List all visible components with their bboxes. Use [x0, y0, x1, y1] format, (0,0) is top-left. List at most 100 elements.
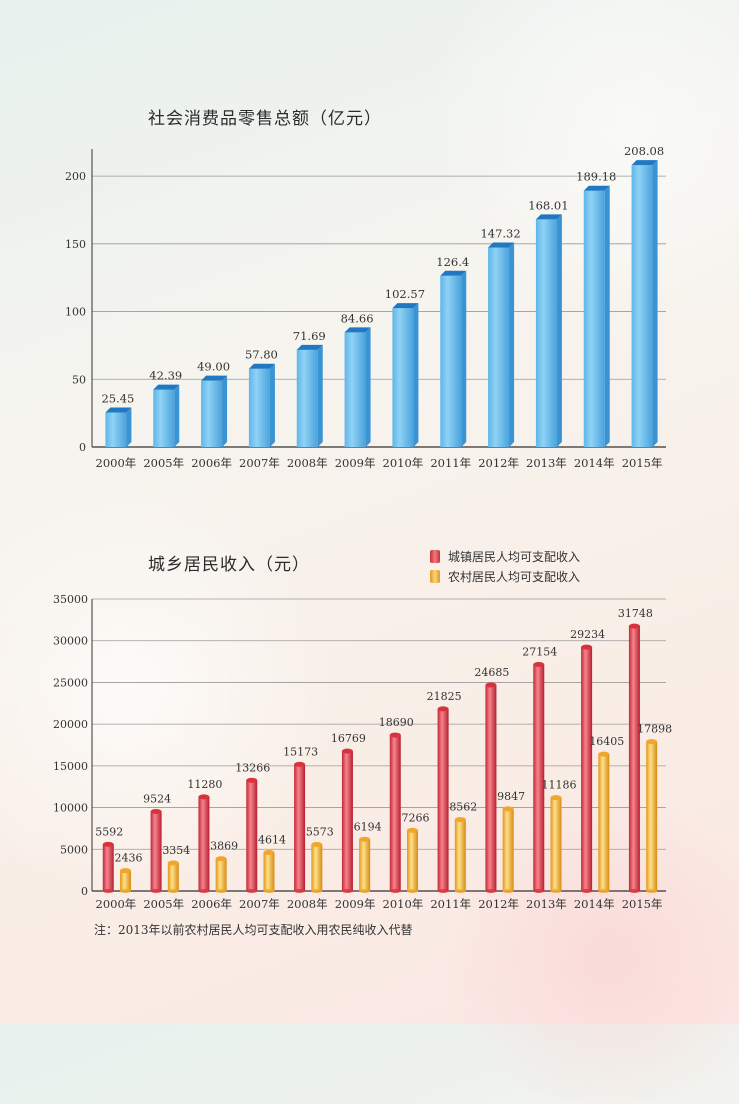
urban-income-value-label: 21825: [427, 690, 462, 703]
rural-income-bar: [263, 852, 275, 891]
income-ytick-label: 10000: [53, 802, 88, 815]
rural-income-bar-base: [454, 889, 466, 893]
urban-income-value-label: 13266: [235, 761, 270, 774]
income-ytick-label: 25000: [53, 676, 88, 689]
income-category-label: 2011年: [430, 897, 471, 911]
rural-income-value-label: 9847: [497, 790, 525, 803]
urban-income-bar-base: [246, 889, 258, 893]
retail-ytick-label: 0: [79, 441, 86, 454]
rural-income-value-label: 11186: [541, 779, 576, 792]
rural-income-bar-base: [119, 889, 131, 893]
income-category-label: 2015年: [622, 897, 663, 911]
rural-income-bar-base: [502, 889, 514, 893]
retail-bar-side: [556, 214, 562, 447]
urban-income-value-label: 31748: [618, 607, 653, 620]
urban-income-value-label: 24685: [474, 666, 509, 679]
retail-bar: [535, 219, 557, 447]
retail-chart-title: 社会消费品零售总额（亿元）: [148, 109, 382, 129]
retail-category-label: 2011年: [430, 456, 471, 470]
rural-income-bar: [646, 741, 658, 891]
retail-category-label: 2005年: [143, 456, 184, 470]
retail-bar: [248, 368, 270, 447]
retail-bar-side: [222, 375, 228, 447]
retail-value-label: 25.45: [101, 392, 134, 406]
urban-income-bar-top: [198, 794, 210, 800]
rural-income-bar-base: [263, 889, 275, 893]
retail-ytick-label: 100: [65, 306, 86, 319]
urban-income-bar: [485, 685, 497, 891]
urban-income-value-label: 27154: [522, 645, 557, 658]
retail-bar-side: [604, 185, 610, 448]
retail-bar-top: [248, 363, 275, 369]
income-chart-title: 城乡居民收入（元）: [148, 555, 310, 575]
income-category-label: 2008年: [287, 897, 328, 911]
retail-value-label: 126.4: [436, 255, 469, 269]
rural-income-value-label: 8562: [449, 801, 477, 814]
income-category-label: 2010年: [383, 897, 424, 911]
urban-income-bar-top: [533, 661, 545, 667]
retail-bar: [153, 389, 175, 447]
rural-income-bar: [119, 870, 131, 891]
urban-income-value-label: 11280: [187, 778, 222, 791]
rural-income-bar-top: [646, 739, 658, 745]
rural-income-bar-base: [167, 889, 179, 893]
urban-income-bar: [102, 844, 114, 891]
retail-category-label: 2008年: [287, 456, 328, 470]
rural-income-bar-top: [598, 751, 610, 757]
retail-category-label: 2012年: [478, 456, 519, 470]
retail-value-label: 71.69: [293, 329, 326, 343]
retail-value-label: 147.32: [480, 226, 520, 240]
rural-income-bar: [454, 819, 466, 891]
legend-swatch-urban: [430, 550, 440, 563]
rural-income-value-label: 5573: [306, 826, 334, 839]
retail-bar: [344, 332, 366, 447]
urban-income-value-label: 18690: [379, 716, 414, 729]
retail-ytick-label: 200: [65, 170, 86, 183]
retail-category-label: 2009年: [335, 456, 376, 470]
income-category-label: 2013年: [526, 897, 567, 911]
retail-bar: [296, 349, 318, 447]
urban-income-bar: [437, 708, 449, 891]
urban-income-bar-top: [150, 809, 162, 815]
urban-income-bar: [198, 796, 210, 891]
rural-income-bar-top: [406, 827, 418, 833]
retail-category-label: 2000年: [96, 456, 137, 470]
income-category-label: 2007年: [239, 897, 280, 911]
retail-bar-top: [105, 407, 132, 413]
retail-bar-top: [440, 270, 467, 276]
retail-ytick-label: 50: [72, 373, 86, 386]
rural-income-bar-top: [311, 842, 323, 848]
rural-income-bar-top: [119, 868, 131, 874]
urban-income-bar-base: [389, 889, 401, 893]
urban-income-bar-top: [485, 682, 497, 688]
retail-bar-top: [296, 344, 323, 350]
retail-value-label: 84.66: [341, 311, 374, 325]
legend-label-rural: 农村居民人均可支配收入: [448, 570, 581, 584]
rural-income-bar-base: [215, 889, 227, 893]
rural-income-bar: [359, 839, 371, 891]
retail-bar: [583, 190, 605, 448]
retail-value-label: 102.57: [385, 287, 425, 301]
rural-income-bar-base: [550, 889, 562, 893]
rural-income-bar-base: [359, 889, 371, 893]
retail-bar-side: [126, 407, 132, 447]
urban-income-bar-base: [102, 889, 114, 893]
retail-bar-side: [461, 270, 467, 447]
retail-value-label: 208.08: [624, 144, 664, 158]
urban-income-bar-base: [198, 889, 210, 893]
urban-income-bar-top: [389, 732, 401, 738]
retail-category-label: 2010年: [383, 456, 424, 470]
retail-category-label: 2014年: [574, 456, 615, 470]
urban-income-bar-base: [485, 889, 497, 893]
retail-bar-top: [344, 327, 371, 333]
urban-income-bar-base: [437, 889, 449, 893]
urban-income-bar: [389, 735, 401, 891]
urban-income-value-label: 29234: [570, 628, 605, 641]
income-ytick-label: 5000: [60, 843, 88, 856]
retail-bar-side: [365, 327, 371, 447]
legend-item-urban: 城镇居民人均可支配收入: [430, 548, 580, 565]
rural-income-value-label: 16405: [589, 735, 624, 748]
retail-bar: [201, 380, 223, 447]
retail-sales-chart: 0 50 100 150 200 25.45 2000年 42.39 2005年 49.00 200…: [53, 144, 672, 911]
income-category-label: 2012年: [478, 897, 519, 911]
